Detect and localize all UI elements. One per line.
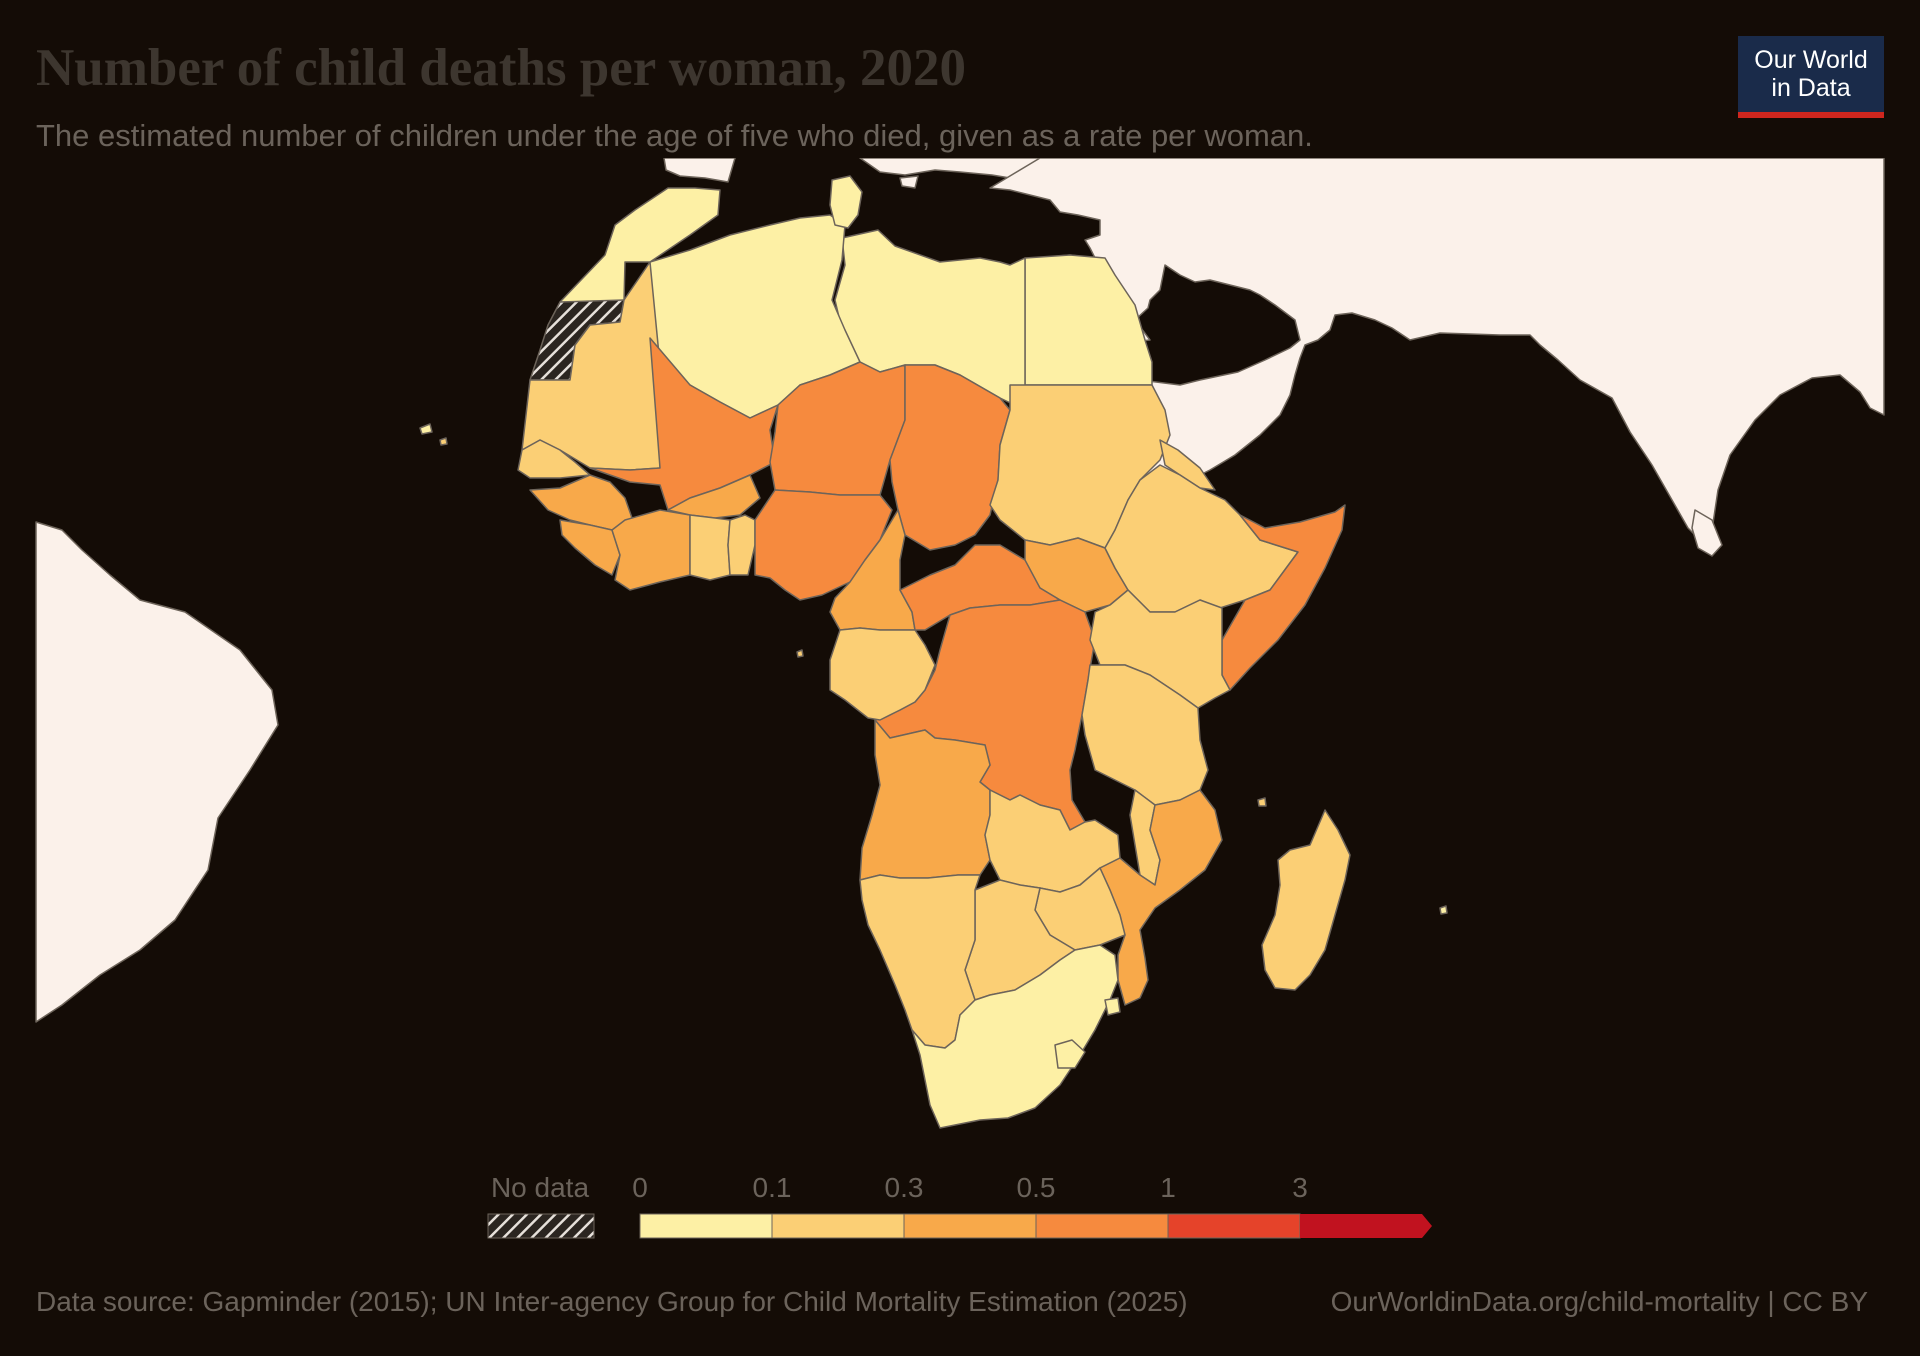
map — [35, 158, 1885, 1129]
legend-bin-3[interactable] — [1035, 1213, 1169, 1239]
legend-bin-0[interactable] — [639, 1213, 773, 1239]
logo-line-2: in Data — [1771, 74, 1851, 102]
region-chad[interactable] — [889, 364, 1011, 551]
region-eswatini[interactable] — [1104, 997, 1121, 1016]
region-congo-gabon[interactable] — [829, 627, 936, 721]
legend-tick-label: 1 — [1160, 1172, 1176, 1203]
legend-no-data-label: No data — [491, 1172, 589, 1203]
source-url[interactable]: OurWorldinData.org/child-mortality | CC … — [1330, 1286, 1868, 1317]
region-eritrea[interactable] — [1159, 439, 1216, 491]
island-cape-verde[interactable] — [439, 437, 448, 446]
island-sao-tome[interactable] — [796, 649, 804, 658]
island-sri-lanka[interactable] — [1691, 509, 1723, 557]
legend-tick-label: 0.5 — [1017, 1172, 1056, 1203]
legend-bin-2[interactable] — [903, 1213, 1037, 1239]
legend-bin-5[interactable] — [1300, 1214, 1432, 1238]
legend-tick-label: 0.3 — [885, 1172, 924, 1203]
region-madagascar[interactable] — [1261, 809, 1351, 991]
legend-bin-1[interactable] — [771, 1213, 905, 1239]
region-south-africa[interactable] — [911, 944, 1119, 1129]
region-europe-west[interactable] — [663, 158, 736, 183]
region-mozambique[interactable] — [1099, 789, 1223, 1006]
region-ethiopia[interactable] — [1104, 464, 1299, 613]
region-somalia[interactable] — [1221, 504, 1346, 691]
region-sierra-leone-liberia[interactable] — [559, 519, 621, 576]
region-south-america[interactable] — [35, 521, 279, 1023]
legend-tick-label: 3 — [1292, 1172, 1308, 1203]
legend-bin-4[interactable] — [1167, 1213, 1301, 1239]
logo-line-1: Our World — [1754, 46, 1868, 74]
chart-subtitle: The estimated number of children under t… — [36, 118, 1313, 153]
region-togo-benin[interactable] — [727, 514, 756, 576]
data-source: Data source: Gapminder (2015); UN Inter-… — [36, 1286, 1188, 1317]
island-comoros[interactable] — [1257, 797, 1267, 807]
chart-title: Number of child deaths per woman, 2020 — [36, 39, 967, 97]
island-mauritius[interactable] — [1439, 905, 1448, 915]
region-tunisia[interactable] — [829, 175, 863, 229]
legend-tick-label: 0 — [632, 1172, 648, 1203]
legend-no-data-swatch — [487, 1213, 595, 1239]
legend-tick-label: 0.1 — [753, 1172, 792, 1203]
island-canary[interactable] — [419, 423, 433, 435]
region-morocco[interactable] — [559, 187, 721, 306]
region-lesotho[interactable] — [1054, 1039, 1086, 1069]
owid-logo[interactable]: Our World in Data — [1738, 36, 1884, 118]
island-sicily[interactable] — [899, 175, 919, 189]
